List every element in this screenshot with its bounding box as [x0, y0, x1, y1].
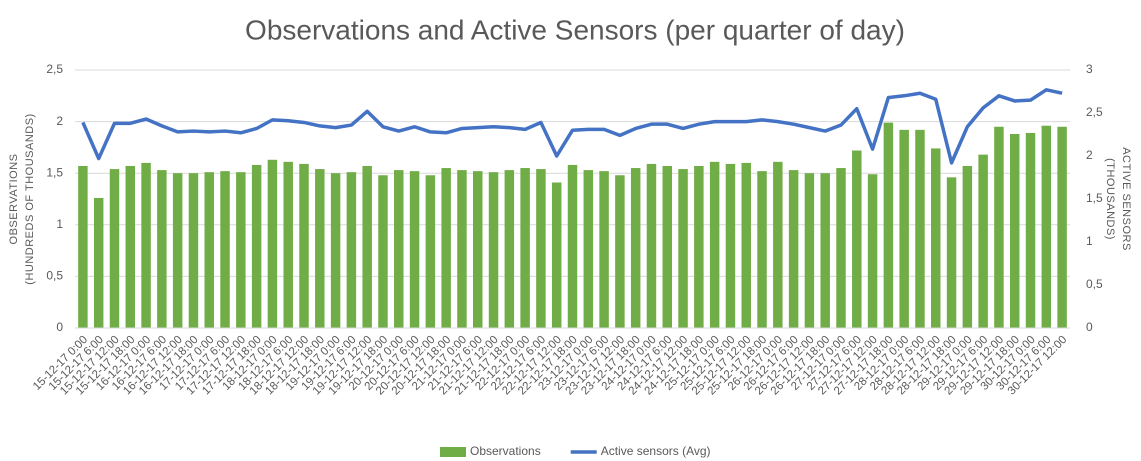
bar [157, 170, 167, 328]
y-tick-label: 2 [56, 114, 63, 128]
y-tick-label: 0,5 [46, 269, 63, 283]
bar [551, 182, 562, 328]
bar [630, 168, 641, 328]
bar [204, 172, 214, 328]
bar [788, 170, 799, 328]
y2-tick-label: 0,5 [1086, 277, 1103, 291]
bar [109, 169, 120, 328]
bar [473, 171, 483, 328]
bar [141, 162, 151, 328]
bar [457, 170, 467, 328]
y2-tick-label: 3 [1086, 62, 1093, 76]
legend-swatch [440, 447, 466, 457]
bar [931, 148, 941, 328]
bar [283, 161, 293, 328]
bar [520, 168, 530, 328]
bar [678, 169, 688, 328]
bar [583, 170, 594, 328]
y2-tick-label: 1 [1086, 234, 1093, 248]
bar [330, 173, 341, 328]
bar [1041, 125, 1052, 328]
y-tick-label: 2,5 [46, 62, 63, 76]
bar [646, 163, 657, 328]
bar [378, 175, 388, 328]
bar [899, 129, 909, 328]
bar [852, 150, 862, 328]
y-axis-title: OBSERVATIONS (HUNDREDS OF THOUSANDS) [8, 113, 36, 284]
chart-title: Observations and Active Sensors (per qua… [245, 14, 905, 45]
bar [599, 171, 609, 328]
bar [394, 170, 404, 328]
y2-axis-title-line: ACTIVE SENSORS [1120, 147, 1132, 251]
line [81, 88, 1063, 165]
bar [236, 172, 246, 328]
y2-tick-label: 1,5 [1086, 191, 1103, 205]
bar [820, 173, 830, 328]
bar [773, 161, 783, 328]
bar [362, 165, 372, 328]
bar [536, 169, 546, 328]
y2-axis-title-line: (THOUSANDS) [1104, 158, 1116, 240]
bar [962, 165, 973, 328]
bar [125, 165, 136, 328]
bar [725, 163, 736, 328]
bar [836, 168, 846, 328]
y2-axis-title: ACTIVE SENSORS (THOUSANDS) [1104, 147, 1132, 251]
y2-tick-label: 0 [1086, 320, 1093, 334]
y2-tick-label: 2 [1086, 148, 1093, 162]
bar [504, 170, 515, 328]
bar [978, 154, 988, 328]
bar [804, 173, 815, 328]
bar [694, 165, 704, 328]
bar [315, 169, 325, 328]
bar [994, 126, 1004, 328]
bar [867, 174, 878, 328]
bar [188, 173, 199, 328]
bar [172, 173, 183, 328]
bar [662, 165, 672, 328]
bar [409, 171, 420, 328]
bar [709, 161, 720, 328]
bar [488, 172, 499, 328]
bar [1009, 133, 1020, 328]
y-axis-title-line: (HUNDREDS OF THOUSANDS) [24, 113, 36, 284]
bar [93, 197, 104, 328]
bar [251, 164, 262, 328]
bar [915, 129, 925, 328]
bar [1057, 126, 1067, 328]
bar [441, 168, 451, 328]
bar [267, 159, 278, 328]
bar [741, 162, 751, 328]
y2-tick-label: 2,5 [1086, 105, 1103, 119]
bar [346, 172, 357, 328]
y-axis-title-line: OBSERVATIONS [8, 154, 20, 245]
legend-label: Active sensors (Avg) [601, 444, 711, 458]
y-tick-label: 1,5 [46, 165, 63, 179]
bar [883, 122, 894, 329]
legend-label: Observations [470, 444, 541, 458]
bar [299, 163, 309, 328]
y-tick-label: 1 [56, 217, 63, 231]
bar [567, 164, 578, 328]
bar [220, 171, 230, 328]
bar [425, 175, 436, 328]
bar [615, 175, 625, 328]
bar [1025, 132, 1036, 328]
bar [946, 177, 957, 328]
bar [78, 165, 88, 328]
y-tick-label: 0 [56, 320, 63, 334]
bar [757, 171, 767, 328]
